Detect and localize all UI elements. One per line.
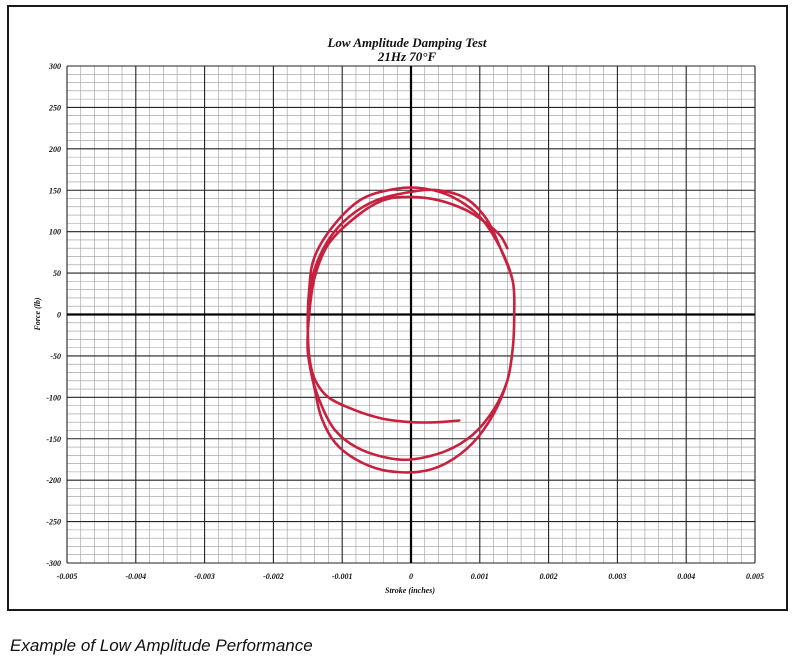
chart-subtitle: 21Hz 70°F xyxy=(377,49,437,64)
x-tick-label: -0.001 xyxy=(332,572,353,581)
x-tick-label: 0.002 xyxy=(540,572,558,581)
x-tick-label: 0.001 xyxy=(471,572,489,581)
y-tick-labels: 300 250 200 150 100 50 0 -50 -100 -150 -200 -250 -30… xyxy=(46,62,61,568)
x-axis-label: Stroke (inches) xyxy=(385,586,435,595)
y-tick-label: 150 xyxy=(49,186,61,195)
x-tick-label: 0.004 xyxy=(677,572,695,581)
y-tick-label: -50 xyxy=(50,352,61,361)
x-tick-label: 0.005 xyxy=(746,572,764,581)
y-tick-label: 0 xyxy=(57,311,61,320)
y-axis-label: Force (lb) xyxy=(33,297,42,331)
x-tick-label: -0.005 xyxy=(57,572,78,581)
figure-caption: Example of Low Amplitude Performance xyxy=(10,636,313,655)
y-tick-label: 250 xyxy=(48,103,61,112)
y-tick-label: 100 xyxy=(49,228,61,237)
y-tick-label: -300 xyxy=(46,559,61,568)
x-tick-label: 0 xyxy=(409,572,413,581)
series-layer xyxy=(306,186,516,474)
chart-title: Low Amplitude Damping Test xyxy=(326,35,486,50)
zero-axes xyxy=(67,66,755,563)
force-stroke-trace xyxy=(306,186,516,474)
y-tick-label: -150 xyxy=(46,435,61,444)
y-tick-label: -200 xyxy=(46,476,61,485)
x-tick-label: -0.004 xyxy=(125,572,146,581)
x-tick-label: -0.003 xyxy=(194,572,215,581)
y-tick-label: 300 xyxy=(48,62,61,71)
y-tick-label: 50 xyxy=(53,269,61,278)
x-tick-labels: -0.005 -0.004 -0.003 -0.002 -0.001 0 0.001 0.00… xyxy=(57,572,764,581)
x-tick-label: 0.003 xyxy=(608,572,626,581)
y-tick-label: 200 xyxy=(48,145,61,154)
x-tick-label: -0.002 xyxy=(263,572,284,581)
y-tick-label: -100 xyxy=(46,393,61,402)
y-tick-label: -250 xyxy=(46,518,61,527)
